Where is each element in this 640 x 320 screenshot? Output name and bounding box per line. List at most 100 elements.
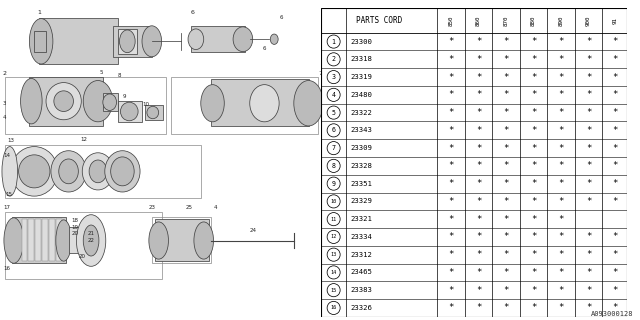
Text: *: *: [558, 37, 564, 46]
Text: *: *: [476, 286, 481, 295]
Text: 15: 15: [330, 288, 337, 293]
Bar: [113, 26, 152, 57]
Text: *: *: [448, 250, 454, 259]
Ellipse shape: [120, 102, 138, 121]
Bar: [172, 77, 318, 134]
Text: *: *: [448, 268, 454, 277]
Text: *: *: [448, 232, 454, 241]
Text: *: *: [586, 250, 591, 259]
Text: *: *: [531, 232, 536, 241]
Text: 23383: 23383: [351, 287, 372, 293]
Text: 23343: 23343: [351, 127, 372, 133]
Text: *: *: [503, 268, 509, 277]
Text: *: *: [612, 55, 618, 64]
Text: 23326: 23326: [351, 305, 372, 311]
Text: 23328: 23328: [351, 163, 372, 169]
Text: 14: 14: [3, 153, 10, 158]
Text: *: *: [476, 215, 481, 224]
Text: 23334: 23334: [351, 234, 372, 240]
Text: *: *: [586, 303, 591, 312]
Text: 8: 8: [332, 163, 335, 169]
Text: 23351: 23351: [351, 180, 372, 187]
Text: 23329: 23329: [351, 198, 372, 204]
Text: 23300: 23300: [351, 39, 372, 44]
Text: *: *: [612, 108, 618, 117]
Ellipse shape: [250, 85, 279, 122]
Text: 23319: 23319: [351, 74, 372, 80]
Text: *: *: [448, 73, 454, 82]
Text: 12: 12: [80, 137, 87, 142]
Text: 23: 23: [149, 204, 156, 210]
Text: *: *: [503, 90, 509, 99]
Text: *: *: [503, 126, 509, 135]
Text: 11: 11: [330, 217, 337, 222]
Text: *: *: [586, 197, 591, 206]
Text: *: *: [612, 286, 618, 295]
Text: *: *: [448, 37, 454, 46]
Text: *: *: [503, 161, 509, 170]
Text: *: *: [476, 73, 481, 82]
Text: 1: 1: [37, 11, 41, 15]
Text: 6: 6: [332, 127, 335, 133]
Text: *: *: [448, 144, 454, 153]
Text: *: *: [586, 108, 591, 117]
Bar: [28, 219, 35, 261]
Text: 10: 10: [330, 199, 337, 204]
Text: 7: 7: [318, 71, 323, 76]
Text: *: *: [531, 108, 536, 117]
Text: *: *: [612, 268, 618, 277]
Bar: [56, 219, 61, 261]
Text: 18: 18: [72, 218, 79, 223]
Ellipse shape: [56, 220, 72, 261]
Text: *: *: [612, 161, 618, 170]
Text: PARTS CORD: PARTS CORD: [356, 16, 403, 25]
Ellipse shape: [2, 147, 18, 196]
Text: 5: 5: [332, 110, 335, 116]
Ellipse shape: [149, 222, 168, 259]
Text: *: *: [476, 303, 481, 312]
Bar: [22, 219, 28, 261]
Text: 5: 5: [100, 70, 104, 75]
Ellipse shape: [89, 160, 107, 183]
Circle shape: [327, 141, 340, 155]
Text: 10: 10: [142, 102, 149, 107]
Text: 890: 890: [559, 15, 563, 26]
Text: 23480: 23480: [351, 92, 372, 98]
Text: *: *: [612, 37, 618, 46]
Text: 2: 2: [332, 56, 335, 62]
Text: *: *: [558, 161, 564, 170]
Bar: [5, 212, 161, 279]
Text: 16: 16: [3, 267, 10, 271]
Text: *: *: [503, 179, 509, 188]
Bar: [155, 219, 209, 261]
Text: *: *: [612, 126, 618, 135]
Ellipse shape: [147, 106, 159, 119]
Text: *: *: [476, 232, 481, 241]
Ellipse shape: [4, 218, 24, 263]
Text: *: *: [476, 179, 481, 188]
Text: 9: 9: [332, 180, 335, 187]
Text: 3: 3: [3, 101, 6, 106]
Text: *: *: [448, 303, 454, 312]
Text: *: *: [531, 268, 536, 277]
Text: *: *: [612, 73, 618, 82]
Text: 12: 12: [330, 234, 337, 239]
Bar: [191, 26, 245, 52]
Text: 22: 22: [87, 237, 94, 243]
Text: 870: 870: [504, 15, 508, 26]
Text: 13: 13: [7, 139, 14, 143]
Text: *: *: [612, 90, 618, 99]
Circle shape: [327, 284, 340, 297]
Bar: [29, 77, 103, 126]
Text: *: *: [558, 144, 564, 153]
Bar: [118, 29, 137, 54]
Ellipse shape: [270, 34, 278, 44]
Bar: [152, 217, 211, 263]
Text: 8: 8: [118, 73, 121, 78]
Bar: [35, 31, 46, 52]
Text: *: *: [476, 90, 481, 99]
Text: *: *: [503, 197, 509, 206]
Text: *: *: [612, 197, 618, 206]
Ellipse shape: [20, 78, 42, 124]
Text: *: *: [531, 179, 536, 188]
